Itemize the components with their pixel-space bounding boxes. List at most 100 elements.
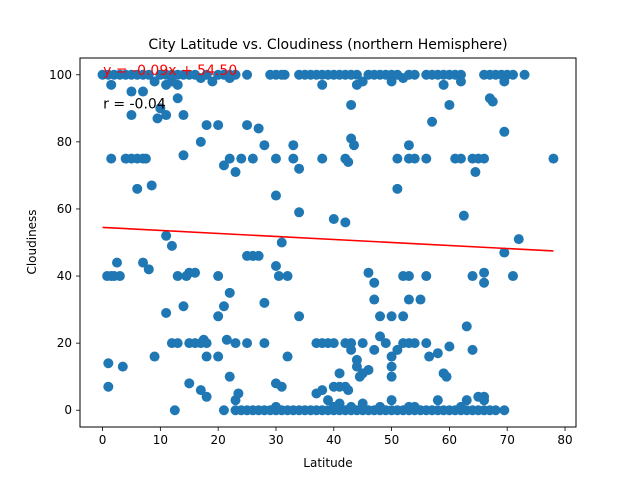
- data-point: [282, 351, 293, 362]
- data-point: [276, 237, 287, 248]
- data-point: [242, 338, 253, 349]
- data-point: [224, 287, 235, 298]
- data-point: [479, 153, 490, 164]
- data-point: [242, 69, 253, 80]
- correlation-label: r = -0.04: [103, 96, 166, 112]
- data-point: [343, 385, 354, 396]
- x-tick-label: 40: [326, 433, 341, 447]
- x-axis-label: Latitude: [303, 456, 352, 470]
- data-point: [343, 156, 354, 167]
- data-point: [380, 338, 391, 349]
- y-tick-label: 100: [49, 68, 72, 82]
- data-point: [470, 167, 481, 178]
- data-point: [172, 338, 183, 349]
- data-point: [172, 271, 183, 282]
- data-point: [224, 371, 235, 382]
- y-tick-label: 0: [64, 403, 72, 417]
- data-point: [461, 395, 472, 406]
- data-point: [294, 311, 305, 322]
- data-point: [499, 405, 510, 416]
- data-point: [386, 361, 397, 372]
- data-point: [172, 93, 183, 104]
- y-axis-ticks: 0 20 40 60 80 100: [49, 68, 80, 417]
- data-point: [117, 361, 128, 372]
- data-point: [357, 368, 368, 379]
- data-point: [288, 153, 299, 164]
- data-point: [455, 76, 466, 87]
- data-point: [126, 86, 137, 97]
- data-point: [138, 86, 149, 97]
- data-point: [201, 391, 212, 402]
- data-point: [409, 338, 420, 349]
- data-point: [369, 294, 380, 305]
- y-tick-label: 80: [57, 135, 72, 149]
- regression-line: [102, 226, 554, 252]
- data-point: [259, 338, 270, 349]
- data-point: [166, 76, 177, 87]
- data-point: [386, 395, 397, 406]
- data-point: [149, 76, 160, 87]
- data-point: [403, 271, 414, 282]
- data-point: [106, 79, 117, 90]
- data-point: [513, 234, 524, 245]
- data-point: [201, 338, 212, 349]
- data-point: [247, 153, 258, 164]
- data-point: [207, 76, 218, 87]
- data-point: [138, 257, 149, 268]
- data-point: [458, 210, 469, 221]
- data-point: [369, 344, 380, 355]
- data-point: [357, 338, 368, 349]
- data-point: [392, 344, 403, 355]
- data-point: [432, 348, 443, 359]
- data-point: [169, 405, 180, 416]
- data-point: [392, 183, 403, 194]
- data-point: [152, 113, 163, 124]
- data-point: [467, 271, 478, 282]
- data-point: [253, 123, 264, 134]
- data-point: [178, 150, 189, 161]
- data-point: [432, 395, 443, 406]
- data-point: [126, 110, 137, 121]
- data-point: [230, 338, 241, 349]
- data-point: [230, 69, 241, 80]
- data-point: [455, 401, 466, 412]
- data-point: [218, 301, 229, 312]
- data-point: [112, 257, 122, 268]
- data-point: [317, 385, 328, 396]
- data-point: [499, 247, 510, 258]
- data-point: [363, 267, 374, 278]
- data-point: [201, 69, 212, 80]
- data-point: [146, 180, 157, 191]
- data-point: [201, 351, 212, 362]
- data-point: [403, 294, 414, 305]
- regression-line-layer: [102, 226, 554, 252]
- data-point: [195, 136, 206, 147]
- data-point: [421, 271, 432, 282]
- data-point: [398, 311, 409, 322]
- data-point: [375, 401, 386, 412]
- data-point: [441, 371, 452, 382]
- y-tick-label: 20: [57, 336, 72, 350]
- data-point: [259, 297, 270, 308]
- data-point: [490, 405, 501, 416]
- data-point: [270, 190, 281, 201]
- data-point: [427, 116, 438, 127]
- data-point: [450, 153, 461, 164]
- data-point: [242, 120, 253, 131]
- data-point: [213, 351, 224, 362]
- data-point: [233, 388, 244, 399]
- data-point: [253, 250, 264, 261]
- x-tick-label: 20: [211, 433, 226, 447]
- data-point: [473, 391, 484, 402]
- x-tick-label: 30: [268, 433, 283, 447]
- data-point: [409, 401, 420, 412]
- y-axis-label: Cloudiness: [25, 209, 39, 274]
- data-point: [103, 381, 114, 392]
- data-point: [140, 153, 151, 164]
- data-point: [282, 271, 293, 282]
- data-point: [444, 99, 455, 110]
- data-point: [507, 271, 518, 282]
- data-point: [421, 153, 432, 164]
- y-tick-label: 40: [57, 269, 72, 283]
